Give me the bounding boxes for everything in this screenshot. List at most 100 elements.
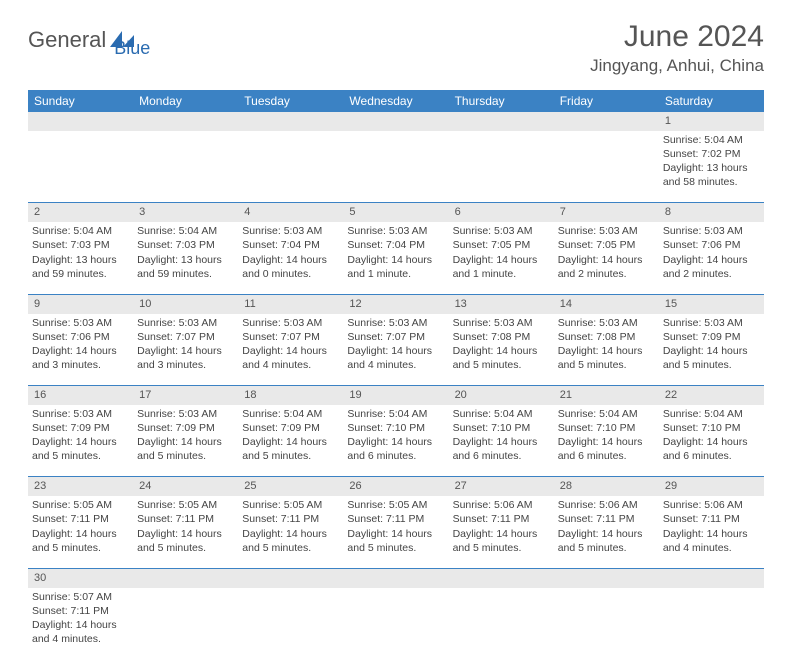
day2-text: and 4 minutes. [242, 358, 339, 372]
week-row: Sunrise: 5:04 AMSunset: 7:02 PMDaylight:… [28, 131, 764, 203]
day1-text: Daylight: 14 hours [137, 527, 234, 541]
sunrise-text: Sunrise: 5:04 AM [558, 407, 655, 421]
day-number: 30 [28, 568, 133, 587]
day-cell [133, 588, 238, 660]
sunrise-text: Sunrise: 5:03 AM [242, 224, 339, 238]
day1-text: Daylight: 14 hours [453, 435, 550, 449]
day1-text: Daylight: 14 hours [32, 527, 129, 541]
day-cell: Sunrise: 5:04 AMSunset: 7:03 PMDaylight:… [28, 222, 133, 294]
day-number: 12 [343, 294, 448, 313]
day-cell: Sunrise: 5:05 AMSunset: 7:11 PMDaylight:… [133, 496, 238, 568]
sunrise-text: Sunrise: 5:04 AM [32, 224, 129, 238]
title-block: June 2024 Jingyang, Anhui, China [590, 20, 764, 76]
sunset-text: Sunset: 7:11 PM [558, 512, 655, 526]
day-number: 22 [659, 386, 764, 405]
sunrise-text: Sunrise: 5:03 AM [453, 316, 550, 330]
day2-text: and 2 minutes. [558, 267, 655, 281]
sunrise-text: Sunrise: 5:06 AM [663, 498, 760, 512]
sunrise-text: Sunrise: 5:04 AM [663, 133, 760, 147]
day-cell: Sunrise: 5:03 AMSunset: 7:05 PMDaylight:… [554, 222, 659, 294]
day-number-row: 23242526272829 [28, 477, 764, 496]
day-cell [554, 131, 659, 203]
sunset-text: Sunset: 7:11 PM [663, 512, 760, 526]
weekday-header-row: Sunday Monday Tuesday Wednesday Thursday… [28, 90, 764, 112]
day1-text: Daylight: 14 hours [242, 435, 339, 449]
day-cell: Sunrise: 5:07 AMSunset: 7:11 PMDaylight:… [28, 588, 133, 660]
day-number: 7 [554, 203, 659, 222]
day-cell [343, 131, 448, 203]
sunset-text: Sunset: 7:04 PM [242, 238, 339, 252]
logo-text-blue: Blue [114, 38, 150, 59]
sunrise-text: Sunrise: 5:06 AM [558, 498, 655, 512]
weekday-header: Sunday [28, 90, 133, 112]
day-number: 5 [343, 203, 448, 222]
location: Jingyang, Anhui, China [590, 56, 764, 76]
day1-text: Daylight: 14 hours [242, 344, 339, 358]
day-cell: Sunrise: 5:04 AMSunset: 7:10 PMDaylight:… [343, 405, 448, 477]
sunrise-text: Sunrise: 5:03 AM [137, 316, 234, 330]
sunset-text: Sunset: 7:11 PM [453, 512, 550, 526]
day-number-row: 30 [28, 568, 764, 587]
day2-text: and 58 minutes. [663, 175, 760, 189]
day-cell: Sunrise: 5:03 AMSunset: 7:05 PMDaylight:… [449, 222, 554, 294]
sunset-text: Sunset: 7:09 PM [32, 421, 129, 435]
day1-text: Daylight: 14 hours [347, 435, 444, 449]
day2-text: and 5 minutes. [347, 541, 444, 555]
day1-text: Daylight: 14 hours [558, 253, 655, 267]
day-number: 27 [449, 477, 554, 496]
sunset-text: Sunset: 7:04 PM [347, 238, 444, 252]
day-cell: Sunrise: 5:03 AMSunset: 7:04 PMDaylight:… [343, 222, 448, 294]
header: General Blue June 2024 Jingyang, Anhui, … [28, 20, 764, 76]
day2-text: and 5 minutes. [453, 541, 550, 555]
day1-text: Daylight: 14 hours [663, 253, 760, 267]
day-number: 21 [554, 386, 659, 405]
day1-text: Daylight: 13 hours [663, 161, 760, 175]
day1-text: Daylight: 14 hours [242, 527, 339, 541]
day-cell: Sunrise: 5:03 AMSunset: 7:06 PMDaylight:… [28, 314, 133, 386]
day-number: 26 [343, 477, 448, 496]
day-number [449, 112, 554, 131]
day1-text: Daylight: 14 hours [558, 435, 655, 449]
day-cell: Sunrise: 5:04 AMSunset: 7:02 PMDaylight:… [659, 131, 764, 203]
day2-text: and 5 minutes. [558, 541, 655, 555]
sunrise-text: Sunrise: 5:04 AM [453, 407, 550, 421]
day-number [554, 568, 659, 587]
day-number: 6 [449, 203, 554, 222]
sunrise-text: Sunrise: 5:03 AM [663, 316, 760, 330]
day-number [554, 112, 659, 131]
day-cell: Sunrise: 5:04 AMSunset: 7:03 PMDaylight:… [133, 222, 238, 294]
sunset-text: Sunset: 7:11 PM [32, 604, 129, 618]
sunrise-text: Sunrise: 5:04 AM [137, 224, 234, 238]
sunset-text: Sunset: 7:08 PM [558, 330, 655, 344]
calendar-table: Sunday Monday Tuesday Wednesday Thursday… [28, 90, 764, 660]
day-cell: Sunrise: 5:03 AMSunset: 7:06 PMDaylight:… [659, 222, 764, 294]
day2-text: and 6 minutes. [558, 449, 655, 463]
day1-text: Daylight: 14 hours [32, 618, 129, 632]
day2-text: and 4 minutes. [347, 358, 444, 372]
day2-text: and 6 minutes. [347, 449, 444, 463]
day-number: 4 [238, 203, 343, 222]
day-cell [343, 588, 448, 660]
day2-text: and 5 minutes. [137, 541, 234, 555]
sunrise-text: Sunrise: 5:07 AM [32, 590, 129, 604]
day1-text: Daylight: 14 hours [137, 435, 234, 449]
day-number: 28 [554, 477, 659, 496]
day2-text: and 59 minutes. [32, 267, 129, 281]
day-cell: Sunrise: 5:06 AMSunset: 7:11 PMDaylight:… [449, 496, 554, 568]
sunrise-text: Sunrise: 5:05 AM [137, 498, 234, 512]
day-number [343, 112, 448, 131]
day-cell: Sunrise: 5:04 AMSunset: 7:10 PMDaylight:… [449, 405, 554, 477]
day-number: 13 [449, 294, 554, 313]
sunset-text: Sunset: 7:07 PM [137, 330, 234, 344]
day2-text: and 6 minutes. [663, 449, 760, 463]
day-number: 19 [343, 386, 448, 405]
sunrise-text: Sunrise: 5:05 AM [242, 498, 339, 512]
sunset-text: Sunset: 7:11 PM [137, 512, 234, 526]
day1-text: Daylight: 14 hours [453, 527, 550, 541]
day-number: 9 [28, 294, 133, 313]
day1-text: Daylight: 13 hours [137, 253, 234, 267]
day-number [238, 568, 343, 587]
day-cell: Sunrise: 5:05 AMSunset: 7:11 PMDaylight:… [238, 496, 343, 568]
day2-text: and 5 minutes. [242, 541, 339, 555]
day-number: 1 [659, 112, 764, 131]
